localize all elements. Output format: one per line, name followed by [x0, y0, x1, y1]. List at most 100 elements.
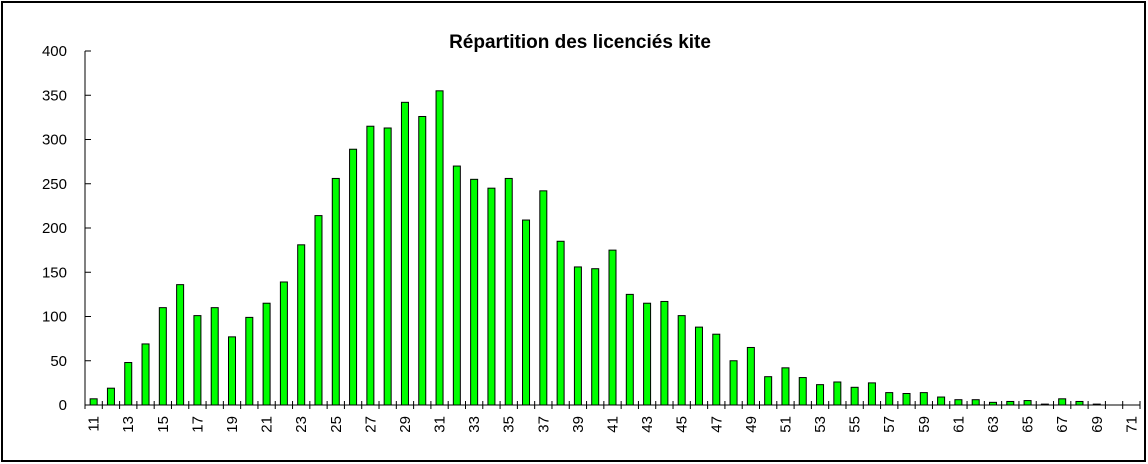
y-tick-label: 350: [42, 87, 67, 104]
bar: [660, 300, 669, 406]
x-tick-label: 25: [328, 416, 345, 433]
bar: [106, 387, 115, 406]
bar: [556, 240, 565, 406]
bar: [158, 307, 167, 406]
bar: [176, 284, 185, 406]
bar: [694, 326, 703, 406]
x-tick-label: 11: [86, 416, 103, 432]
chart-title: Répartition des licenciés kite: [449, 32, 711, 53]
bar: [677, 315, 686, 406]
bar: [522, 219, 531, 406]
x-tick-label: 63: [985, 416, 1002, 433]
x-tick-label: 55: [847, 416, 864, 433]
bar: [746, 346, 755, 406]
bar: [816, 384, 825, 406]
bar: [971, 399, 980, 406]
x-tick-label: 69: [1089, 416, 1106, 433]
bar: [314, 215, 323, 406]
bar: [937, 396, 946, 406]
x-tick-label: 35: [501, 416, 518, 433]
bar: [729, 360, 738, 406]
x-tick-label: 23: [293, 416, 310, 433]
bar: [452, 165, 461, 406]
bar: [712, 333, 721, 406]
x-tick-label: 31: [432, 416, 449, 433]
bar: [349, 148, 358, 406]
x-tick-label: 65: [1020, 416, 1037, 433]
x-tick-label: 39: [570, 416, 587, 433]
x-tick-label: 15: [155, 416, 172, 433]
bar: [400, 101, 409, 406]
bar: [228, 336, 237, 406]
bar: [1075, 400, 1084, 406]
bar: [89, 398, 98, 406]
x-tick-label: 29: [397, 416, 414, 433]
bar: [867, 382, 876, 406]
bar: [885, 392, 894, 406]
bar: [418, 115, 427, 406]
bar: [539, 190, 548, 406]
x-tick-label: 49: [743, 416, 760, 433]
y-tick-label: 150: [42, 264, 67, 281]
bar: [487, 187, 496, 406]
x-tick-label: 27: [362, 416, 379, 433]
bar: [383, 127, 392, 406]
x-tick-label: 19: [224, 416, 241, 433]
y-tick-label: 0: [59, 397, 67, 414]
x-tick-label: 43: [639, 416, 656, 433]
x-tick-label: 57: [881, 416, 898, 433]
bar: [919, 392, 928, 406]
bar: [245, 316, 254, 406]
bar: [331, 177, 340, 406]
x-tick-label: 13: [120, 416, 137, 433]
bar: [1006, 400, 1015, 406]
bar: [833, 381, 842, 406]
bar: [625, 293, 634, 406]
bar: [573, 266, 582, 406]
bar: [435, 90, 444, 406]
bar: [1092, 403, 1101, 406]
bar: [193, 315, 202, 406]
bar: [988, 401, 997, 406]
bar: [591, 268, 600, 406]
bar: [781, 367, 790, 406]
x-tick-label: 45: [674, 416, 691, 433]
x-tick-label: 51: [777, 416, 794, 433]
y-tick-label: 250: [42, 176, 67, 193]
y-tick-label: 300: [42, 132, 67, 149]
bar: [764, 376, 773, 406]
bar: [798, 377, 807, 406]
bar: [504, 177, 513, 406]
x-tick-label: 17: [189, 416, 206, 433]
bar: [850, 386, 859, 406]
bar: [141, 343, 150, 406]
x-tick-label: 21: [259, 416, 276, 433]
bar: [210, 307, 219, 406]
y-tick-label: 100: [42, 309, 67, 326]
bar: [297, 244, 306, 406]
bar: [954, 399, 963, 406]
x-tick-label: 61: [950, 416, 967, 433]
x-tick-label: 33: [466, 416, 483, 433]
x-tick-label: 59: [916, 416, 933, 433]
x-tick-label: 53: [812, 416, 829, 433]
bar: [124, 362, 133, 406]
y-tick-label: 50: [50, 353, 67, 370]
bar: [262, 302, 271, 406]
y-tick-label: 400: [42, 43, 67, 60]
bar: [279, 281, 288, 406]
bar: [1040, 403, 1049, 406]
bar: [366, 125, 375, 406]
bar: [470, 178, 479, 406]
y-tick-label: 200: [42, 220, 67, 237]
x-tick-label: 67: [1054, 416, 1071, 433]
bar: [1023, 400, 1032, 406]
bar: [902, 392, 911, 406]
x-tick-label: 37: [535, 416, 552, 433]
x-tick-label: 41: [605, 416, 622, 433]
bar: [643, 302, 652, 406]
x-tick-label: 47: [708, 416, 725, 433]
bar: [1058, 398, 1067, 406]
